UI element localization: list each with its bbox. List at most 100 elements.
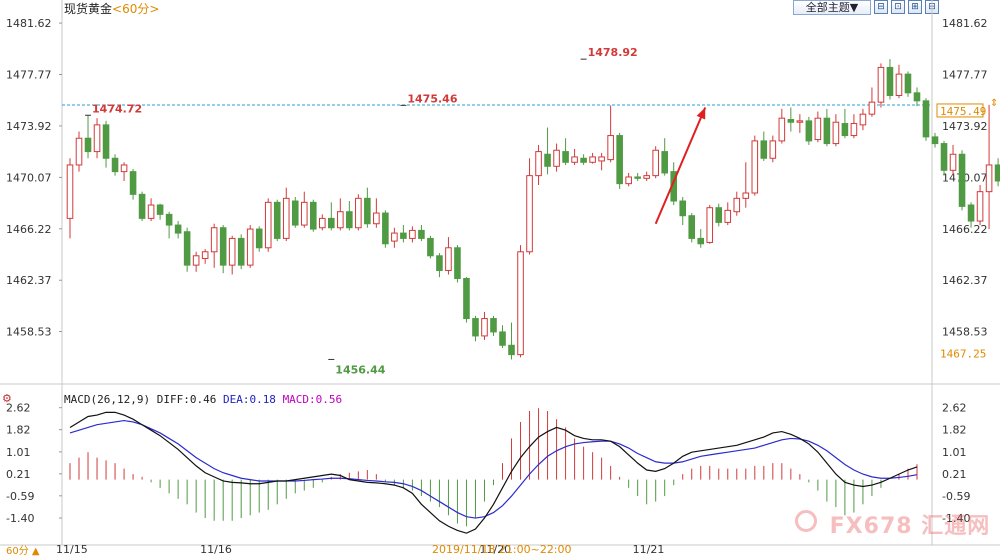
- candle-body: [661, 151, 668, 174]
- candle-body: [526, 175, 533, 253]
- candle-body: [913, 92, 921, 102]
- current-price-label: 1475.49: [940, 105, 986, 118]
- bottom-period-label[interactable]: 60分 ▲: [6, 546, 40, 557]
- candle-body: [291, 200, 299, 226]
- current-price-box: [936, 103, 984, 118]
- candle-body: [436, 255, 443, 271]
- macd-tick-left: -0.59: [6, 490, 34, 503]
- price-tick-left: 1470.07: [6, 171, 52, 184]
- candle-body: [246, 228, 254, 266]
- macd-tick-right: 1.01: [942, 446, 967, 459]
- macd-tick-right: 0.21: [942, 468, 967, 481]
- candle-body: [796, 120, 804, 123]
- candle-body: [571, 156, 578, 163]
- zoom-out-icon[interactable]: ⊟: [874, 0, 888, 14]
- macd-legend-macd: MACD:0.56: [282, 393, 343, 406]
- candle-body: [634, 176, 641, 179]
- price-tick-right: 1473.92: [942, 120, 988, 133]
- candle-body: [760, 140, 768, 159]
- price-tick-left: 1458.53: [6, 326, 52, 339]
- candle-body: [868, 101, 876, 115]
- candle-body: [931, 136, 939, 145]
- diff-line: [69, 411, 918, 534]
- x-tick-label: 11/16: [200, 543, 232, 556]
- price-tick-right: 1466.22: [942, 223, 988, 236]
- candle-body: [769, 140, 777, 159]
- price-tick-left: 1462.37: [6, 274, 52, 287]
- macd-tick-left: 2.62: [6, 402, 31, 415]
- candle-body: [535, 151, 542, 177]
- candle-body: [66, 164, 74, 219]
- candle-body: [832, 121, 840, 145]
- candle-body: [544, 153, 551, 167]
- price-scroll-icon: ⇕: [990, 98, 998, 109]
- candle-body: [201, 251, 209, 259]
- macd-legend-diff: DIFF:0.46: [156, 393, 217, 406]
- settings-icon: ⚙: [2, 392, 12, 405]
- price-tick-right: 1458.53: [942, 326, 988, 339]
- candle-body: [976, 191, 984, 222]
- macd-tick-right: -0.59: [942, 490, 970, 503]
- watermark-text: FX678 汇通网: [829, 514, 991, 539]
- candle-body: [138, 193, 146, 219]
- zoom-in-icon[interactable]: ⊞: [908, 0, 922, 14]
- price-tick-right: 1462.37: [942, 274, 988, 287]
- candle-body: [346, 211, 353, 229]
- price-annotation: 1456.44: [335, 363, 385, 376]
- x-tick-label: 11/20: [479, 543, 511, 556]
- candle-body: [643, 175, 650, 179]
- candle-body: [237, 237, 245, 266]
- candle-body: [319, 217, 326, 229]
- candle-body: [300, 201, 308, 226]
- macd-tick-left: 0.21: [6, 468, 31, 481]
- price-annotation: 1478.92: [588, 46, 638, 59]
- candle-body: [147, 204, 155, 219]
- candle-body: [967, 204, 975, 222]
- candle-body: [517, 251, 524, 356]
- candle-body: [814, 117, 822, 141]
- watermark-logo-icon: [795, 510, 817, 532]
- candle-body: [183, 231, 191, 266]
- candle-body: [787, 119, 795, 123]
- candle-body: [904, 73, 912, 94]
- candle-body: [958, 153, 966, 207]
- candle-body: [309, 201, 317, 230]
- candle-body: [580, 157, 587, 163]
- toolbar: 全部主题▼ ⊟ ⊡ ⊞ ⊟: [793, 0, 939, 16]
- candle-body: [553, 149, 560, 167]
- candle-body: [355, 197, 362, 229]
- price-tick-right: 1481.62: [942, 17, 988, 30]
- candle-body: [616, 135, 623, 185]
- candle-body: [120, 164, 128, 173]
- candle-body: [508, 344, 515, 356]
- candle-body: [805, 120, 813, 142]
- candle-body: [210, 227, 218, 253]
- candle-body: [84, 137, 92, 153]
- period-label[interactable]: <60分>: [112, 2, 160, 16]
- trend-arrow-line: [654, 107, 707, 225]
- theme-select[interactable]: 全部主题▼: [793, 0, 871, 15]
- macd-tick-left: 1.82: [6, 424, 31, 437]
- candle-body: [850, 123, 858, 137]
- macd-tick-right: -1.40: [942, 512, 970, 525]
- candle-body: [733, 197, 741, 213]
- candle-body: [940, 143, 948, 171]
- fit-icon[interactable]: ⊡: [891, 0, 905, 14]
- price-tick-left: 1473.92: [6, 120, 52, 133]
- price-tick-left: 1466.22: [6, 223, 52, 236]
- macd-tick-right: 1.82: [942, 424, 967, 437]
- watermark: FX678 汇通网: [795, 508, 990, 540]
- candle-body: [589, 156, 596, 163]
- macd-legend-dea: DEA:0.18: [222, 393, 276, 406]
- candle-body: [679, 200, 687, 217]
- candle-body: [264, 201, 272, 249]
- candle-body: [282, 197, 290, 239]
- candle-body: [859, 113, 867, 126]
- candle-body: [472, 318, 479, 337]
- candle-body: [373, 212, 380, 225]
- price-annotation: 1475.46: [407, 92, 457, 105]
- candle-body: [823, 117, 831, 145]
- candle-body: [886, 66, 894, 96]
- candle-body: [102, 124, 110, 159]
